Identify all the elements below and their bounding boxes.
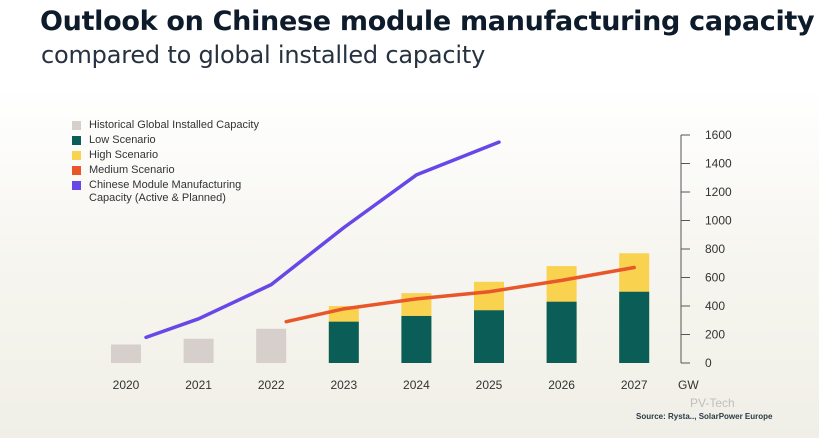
x-tick-label: 2021 [185, 378, 212, 392]
legend-label-low: Low Scenario [89, 134, 156, 146]
x-tick-label: 2020 [113, 378, 140, 392]
legend-swatch-historical [72, 121, 81, 130]
bar-historical [256, 328, 287, 363]
legend-swatch-high [72, 151, 81, 160]
line-medium-scenario [284, 265, 636, 324]
y-tick-label: 1400 [705, 157, 732, 171]
x-tick-label: 2022 [258, 378, 285, 392]
x-axis-unit-label: GW [678, 378, 699, 392]
legend-item-medium: Medium Scenario [72, 164, 269, 177]
y-tick-label: 1600 [705, 128, 732, 142]
y-tick-label: 0 [705, 356, 712, 370]
bar-low-scenario [401, 315, 432, 363]
x-tick-label: 2023 [330, 378, 357, 392]
lines-group [144, 140, 636, 340]
y-tick-label: 1200 [705, 185, 732, 199]
chart-subtitle: compared to global installed capacity [41, 41, 486, 69]
legend-label-historical: Historical Global Installed Capacity [89, 119, 259, 131]
bar-low-scenario [619, 291, 650, 363]
line-chinese-capacity [144, 140, 501, 340]
y-tick-label: 600 [705, 271, 725, 285]
legend-label-high: High Scenario [89, 149, 159, 161]
y-tick-label: 400 [705, 299, 725, 313]
legend-swatch-low [72, 136, 81, 145]
bar-historical [111, 344, 141, 363]
legend-label-medium: Medium Scenario [89, 164, 175, 176]
x-tick-label: 2026 [548, 378, 575, 392]
x-axis-labels: 2020 2021 2022 2023 2024 2025 2026 2027 GW [113, 378, 700, 392]
x-tick-label: 2025 [476, 378, 503, 392]
watermark: PV-Tech [690, 396, 735, 410]
bar-low-scenario [328, 321, 359, 363]
x-tick-label: 2024 [403, 378, 430, 392]
y-tick-label: 200 [705, 328, 725, 342]
y-tick-label: 1000 [705, 214, 732, 228]
legend-swatch-chinese [72, 181, 81, 190]
bars-group [111, 253, 650, 363]
chart-title: Outlook on Chinese module manufacturing … [40, 6, 815, 37]
legend-item-low: Low Scenario [72, 134, 269, 147]
y-axis: 0 200 400 600 800 1000 1200 1400 1600 [680, 128, 732, 370]
legend-label-chinese: Chinese Module Manufacturing Capacity (A… [89, 179, 242, 204]
legend: Historical Global Installed Capacity Low… [72, 119, 269, 207]
y-tick-label: 800 [705, 242, 725, 256]
bar-historical [183, 338, 214, 363]
source-note: Source: Rysta.., SolarPower Europe [636, 412, 773, 421]
legend-item-chinese: Chinese Module Manufacturing Capacity (A… [72, 179, 269, 205]
bar-low-scenario [546, 301, 577, 363]
x-tick-label: 2027 [621, 378, 648, 392]
legend-item-high: High Scenario [72, 149, 269, 162]
legend-item-historical: Historical Global Installed Capacity [72, 119, 269, 132]
bar-low-scenario [474, 310, 504, 363]
legend-swatch-medium [72, 166, 81, 175]
